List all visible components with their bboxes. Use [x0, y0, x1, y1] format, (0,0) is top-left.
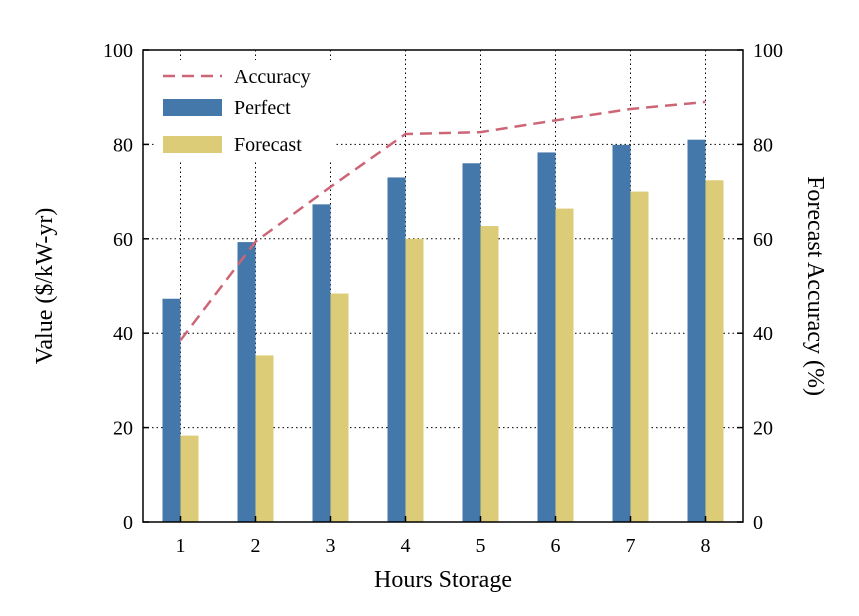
bar-forecast-5 [480, 226, 499, 522]
x-tick-label: 5 [476, 535, 486, 557]
y-tick-label: 100 [103, 40, 133, 62]
y-tick-label: 80 [113, 134, 133, 156]
bars [162, 139, 724, 523]
legend-label-forecast: Forecast [234, 134, 302, 156]
y-tick-label: 20 [113, 418, 133, 440]
bar-forecast-3 [330, 293, 349, 522]
x-tick-label: 7 [626, 535, 636, 557]
x-tick-label: 6 [551, 535, 561, 557]
y2-tick-label: 40 [753, 323, 773, 345]
bar-forecast-2 [255, 355, 274, 522]
bar-perfect-7 [612, 144, 631, 522]
y-tick-label: 40 [113, 323, 133, 345]
accuracy-line [179, 100, 706, 342]
legend-swatch-perfect [163, 99, 222, 116]
y2-axis-title: Forecast Accuracy (%) [802, 176, 828, 396]
y-tick-label: 0 [123, 512, 133, 534]
bar-perfect-1 [162, 298, 181, 522]
bar-forecast-7 [630, 191, 649, 522]
x-tick-label: 8 [701, 535, 711, 557]
y2-tick-label: 100 [753, 40, 783, 62]
bar-forecast-1 [180, 435, 199, 522]
bar-perfect-2 [237, 242, 256, 522]
bar-forecast-6 [555, 208, 574, 523]
bar-forecast-4 [405, 238, 424, 523]
accuracy-line-layer [179, 100, 706, 342]
y-axis-title: Value ($/kW-yr) [32, 208, 58, 365]
legend-label-accuracy: Accuracy [234, 66, 311, 88]
bar-perfect-6 [537, 152, 556, 522]
axis-ticks: 0 20 40 60 80 100 0 20 40 60 80 100 1 2 3 4 5 6 7 8 [103, 40, 783, 557]
x-axis-title: Hours Storage [374, 567, 512, 593]
x-tick-label: 4 [401, 535, 411, 557]
x-tick-label: 1 [176, 535, 186, 557]
x-tick-label: 2 [251, 535, 261, 557]
legend-swatch-forecast [163, 136, 222, 153]
x-tick-label: 3 [326, 535, 336, 557]
bar-forecast-8 [705, 180, 724, 522]
bar-perfect-8 [687, 139, 706, 522]
bar-perfect-4 [387, 177, 406, 522]
bar-perfect-5 [462, 163, 481, 522]
y2-tick-label: 0 [753, 512, 763, 534]
bar-perfect-3 [312, 204, 331, 522]
y-tick-label: 60 [113, 229, 133, 251]
y2-tick-label: 80 [753, 134, 773, 156]
legend: Accuracy Perfect Forecast [155, 60, 335, 160]
legend-label-perfect: Perfect [234, 97, 291, 119]
y2-tick-label: 20 [753, 418, 773, 440]
y2-tick-label: 60 [753, 229, 773, 251]
plot-frame [142, 49, 744, 523]
